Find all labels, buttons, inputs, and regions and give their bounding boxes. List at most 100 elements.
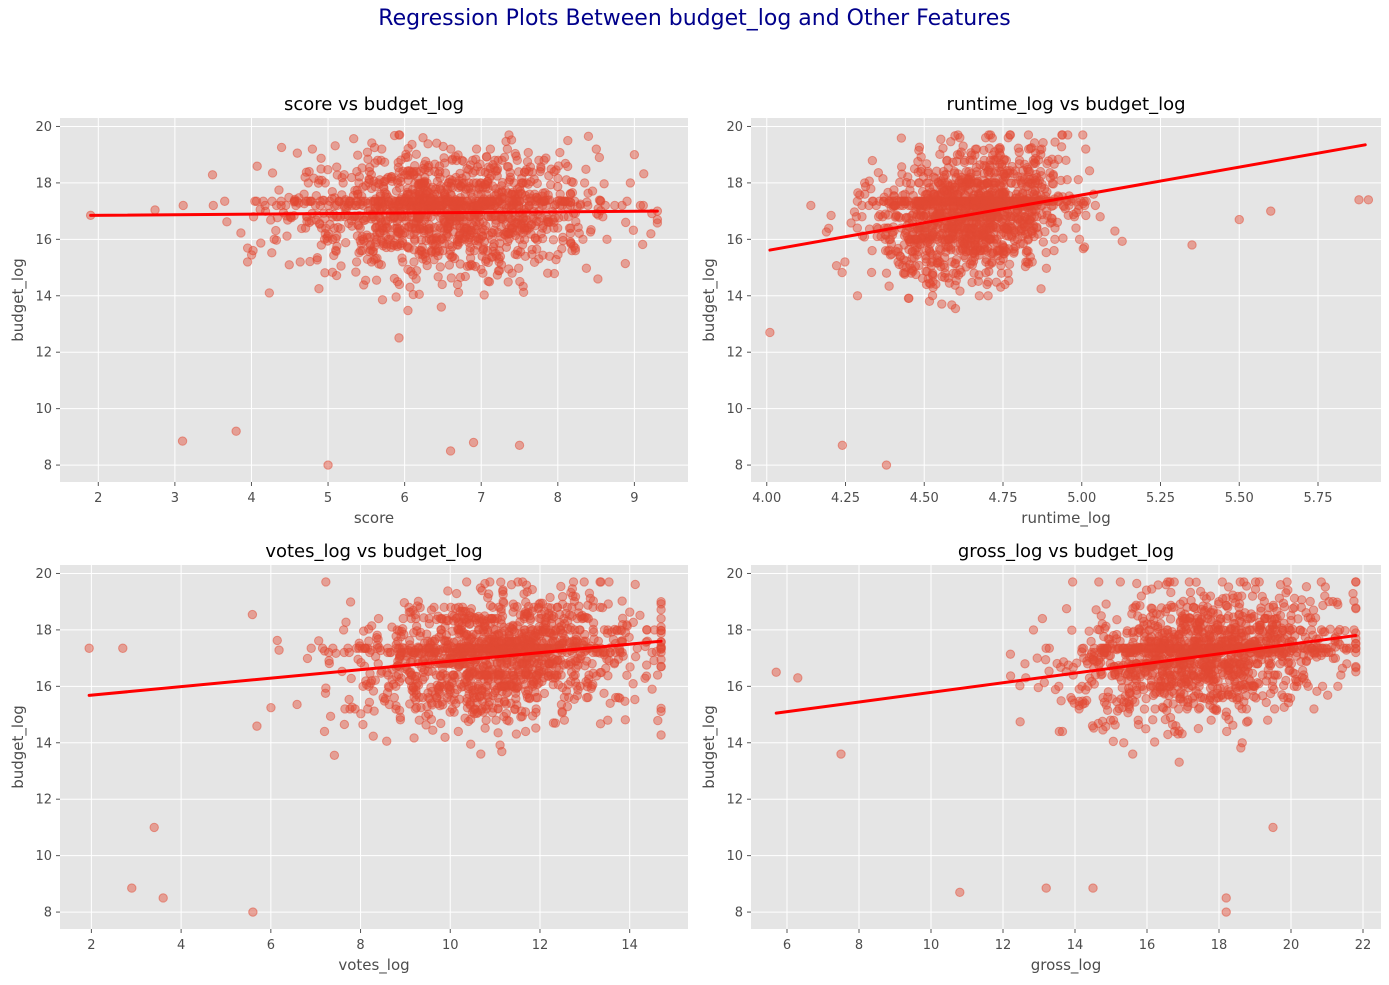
scatter-point [380, 200, 390, 211]
scatter-point [393, 157, 403, 168]
scatter-point [504, 130, 514, 140]
scatter-point [511, 151, 521, 161]
y-tick-label: 10 [35, 849, 52, 864]
scatter-point [403, 305, 413, 316]
scatter-point [343, 643, 353, 653]
scatter-point [628, 225, 639, 235]
scatter-point [649, 655, 659, 666]
scatter-point [1057, 130, 1068, 140]
scatter-point [1333, 681, 1343, 692]
scatter-point [574, 228, 584, 239]
scatter-point [367, 621, 377, 631]
scatter-point [501, 708, 512, 719]
scatter-point [959, 157, 970, 168]
scatter-point [382, 736, 392, 746]
scatter-point [914, 178, 925, 188]
scatter-point [272, 635, 282, 646]
scatter-point [393, 643, 404, 653]
scatter-point [521, 634, 532, 645]
scatter-point [622, 670, 632, 681]
scatter-point [284, 192, 294, 203]
scatter-point [411, 274, 421, 284]
scatter-point [508, 621, 518, 632]
scatter-point [250, 196, 260, 206]
scatter-point [521, 668, 532, 679]
scatter-point [656, 730, 666, 740]
scatter-point [320, 268, 330, 278]
scatter-point [620, 715, 631, 725]
scatter-point [384, 682, 394, 693]
scatter-point [547, 610, 557, 620]
scatter-point [1003, 275, 1014, 286]
scatter-point [327, 193, 337, 204]
scatter-point [264, 288, 275, 298]
scatter-point [371, 632, 382, 643]
scatter-point [1217, 577, 1227, 587]
scatter-point [492, 166, 502, 176]
scatter-point [1337, 663, 1348, 674]
scatter-point [914, 260, 924, 271]
scatter-point [1095, 212, 1105, 222]
scatter-point [231, 426, 241, 436]
scatter-point [585, 593, 596, 604]
scatter-point [1029, 212, 1040, 222]
scatter-point [351, 257, 362, 267]
scatter-point [505, 172, 516, 182]
scatter-point [878, 174, 888, 184]
scatter-point [377, 295, 388, 305]
scatter-point [480, 701, 491, 711]
scatter-point [553, 173, 563, 184]
scatter-point [1050, 234, 1060, 245]
scatter-point [402, 665, 412, 675]
scatter-point [312, 255, 322, 265]
scatter-point [983, 277, 993, 287]
scatter-point [468, 705, 479, 715]
y-tick-label: 16 [726, 233, 743, 248]
scatter-point [951, 268, 961, 278]
x-axis-label: score [354, 509, 394, 527]
scatter-point [483, 162, 493, 172]
scatter-point [519, 167, 530, 177]
scatter-point [403, 143, 413, 154]
scatter-point [966, 148, 976, 158]
scatter-point [568, 177, 578, 188]
scatter-point [587, 659, 597, 669]
scatter-point [593, 274, 603, 284]
scatter-point [646, 229, 656, 239]
scatter-point [1033, 155, 1044, 165]
scatter-point [942, 207, 952, 218]
scatter-point [867, 245, 877, 256]
scatter-point [454, 660, 464, 670]
scatter-point [502, 144, 513, 154]
scatter-point [548, 718, 559, 728]
scatter-point [347, 221, 357, 231]
scatter-point [487, 670, 497, 680]
scatter-point [555, 189, 565, 199]
scatter-point [1081, 144, 1091, 154]
scatter-point [565, 188, 576, 199]
scatter-point [1011, 189, 1022, 199]
scatter-point [617, 596, 627, 606]
scatter-point [1086, 636, 1096, 647]
scatter-point [282, 231, 292, 241]
scatter-point [840, 257, 850, 267]
scatter-point [532, 670, 543, 681]
scatter-point [539, 688, 550, 699]
scatter-point [456, 682, 467, 692]
scatter-point [405, 282, 415, 292]
scatter-point [431, 138, 442, 148]
scatter-point [562, 624, 573, 634]
scatter-point [362, 147, 373, 157]
scatter-point [588, 647, 598, 658]
scatter-point [404, 635, 415, 646]
scatter-point [966, 256, 977, 266]
scatter-point [1073, 174, 1083, 185]
scatter-point [941, 196, 952, 206]
y-tick-label: 12 [35, 346, 52, 361]
scatter-point [514, 234, 525, 245]
scatter-point [332, 162, 342, 172]
scatter-point [118, 643, 128, 653]
scatter-point [426, 605, 437, 615]
x-tick-label: 8 [554, 491, 562, 506]
scatter-point [329, 250, 339, 261]
